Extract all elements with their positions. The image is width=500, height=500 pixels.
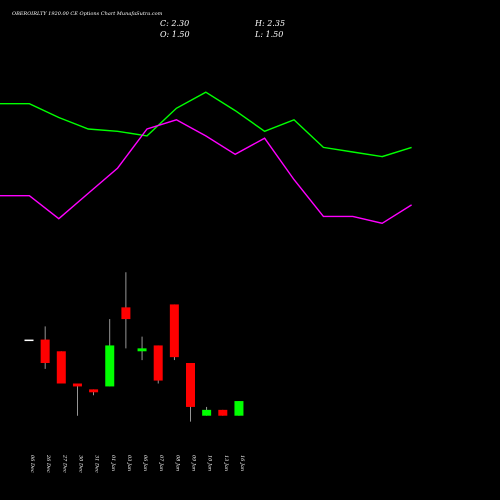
candle-body — [153, 345, 163, 381]
candle-body — [202, 409, 212, 416]
candle-body — [169, 304, 179, 358]
candle-body — [137, 348, 147, 352]
x-tick-label: 09 Jan — [191, 455, 197, 471]
candle-body — [72, 383, 82, 387]
x-tick-label: 03 Jan — [126, 455, 132, 471]
candle-26-dec — [40, 326, 50, 369]
candle-07-jan — [153, 345, 163, 384]
candle-layer — [24, 272, 244, 422]
indicator-layer — [0, 91, 412, 225]
x-tick-label: 31 Dec — [94, 455, 100, 473]
candle-06-jan — [137, 336, 147, 361]
candle-31-dec — [89, 389, 99, 396]
close-label: C: 2.30 — [160, 19, 189, 28]
high-label: H: 2.35 — [254, 19, 285, 28]
candle-body — [186, 363, 195, 407]
x-tick-label: 06 Jan — [142, 455, 148, 471]
candle-10-jan — [202, 406, 212, 416]
x-tick-label: 13 Jan — [223, 455, 229, 471]
candle-30-dec — [72, 383, 82, 416]
candle-09-jan — [186, 363, 195, 422]
x-tick-label: 26 Dec — [45, 454, 51, 473]
candle-16-jan — [234, 401, 244, 416]
candle-06-dec — [24, 339, 34, 342]
x-tick-layer: 06 Dec 26 Dec 27 Dec 30 Dec 31 Dec 01 Jan 03 J… — [29, 454, 245, 473]
candle-08-jan — [169, 304, 179, 361]
x-tick-label: 16 Jan — [239, 455, 245, 471]
indicator-line-1 — [0, 91, 412, 158]
chart-title: OBEROIRLTY 1920.00 CE Options Chart Muna… — [12, 11, 163, 17]
candle-body — [40, 339, 50, 363]
x-tick-label: 01 Jan — [110, 455, 116, 471]
candle-01-jan — [105, 319, 115, 387]
x-tick-label: 07 Jan — [158, 455, 164, 471]
candle-03-jan — [121, 272, 131, 349]
candle-body — [218, 409, 228, 416]
candle-27-dec — [56, 351, 66, 384]
x-tick-label: 27 Dec — [61, 454, 67, 473]
x-tick-label: 06 Dec — [29, 455, 35, 473]
candle-body — [24, 339, 34, 342]
candle-13-jan — [218, 409, 228, 416]
candle-body — [89, 389, 99, 393]
candle-body — [105, 345, 115, 387]
x-tick-label: 10 Jan — [207, 455, 213, 471]
candle-body — [234, 401, 244, 416]
candle-body — [56, 351, 66, 384]
x-tick-label: 08 Jan — [174, 455, 180, 471]
candle-body — [121, 307, 131, 320]
indicator-line-2 — [0, 119, 412, 225]
low-label: L: 1.50 — [254, 30, 283, 39]
open-label: O: 1.50 — [160, 30, 190, 39]
x-tick-label: 30 Dec — [77, 455, 83, 473]
